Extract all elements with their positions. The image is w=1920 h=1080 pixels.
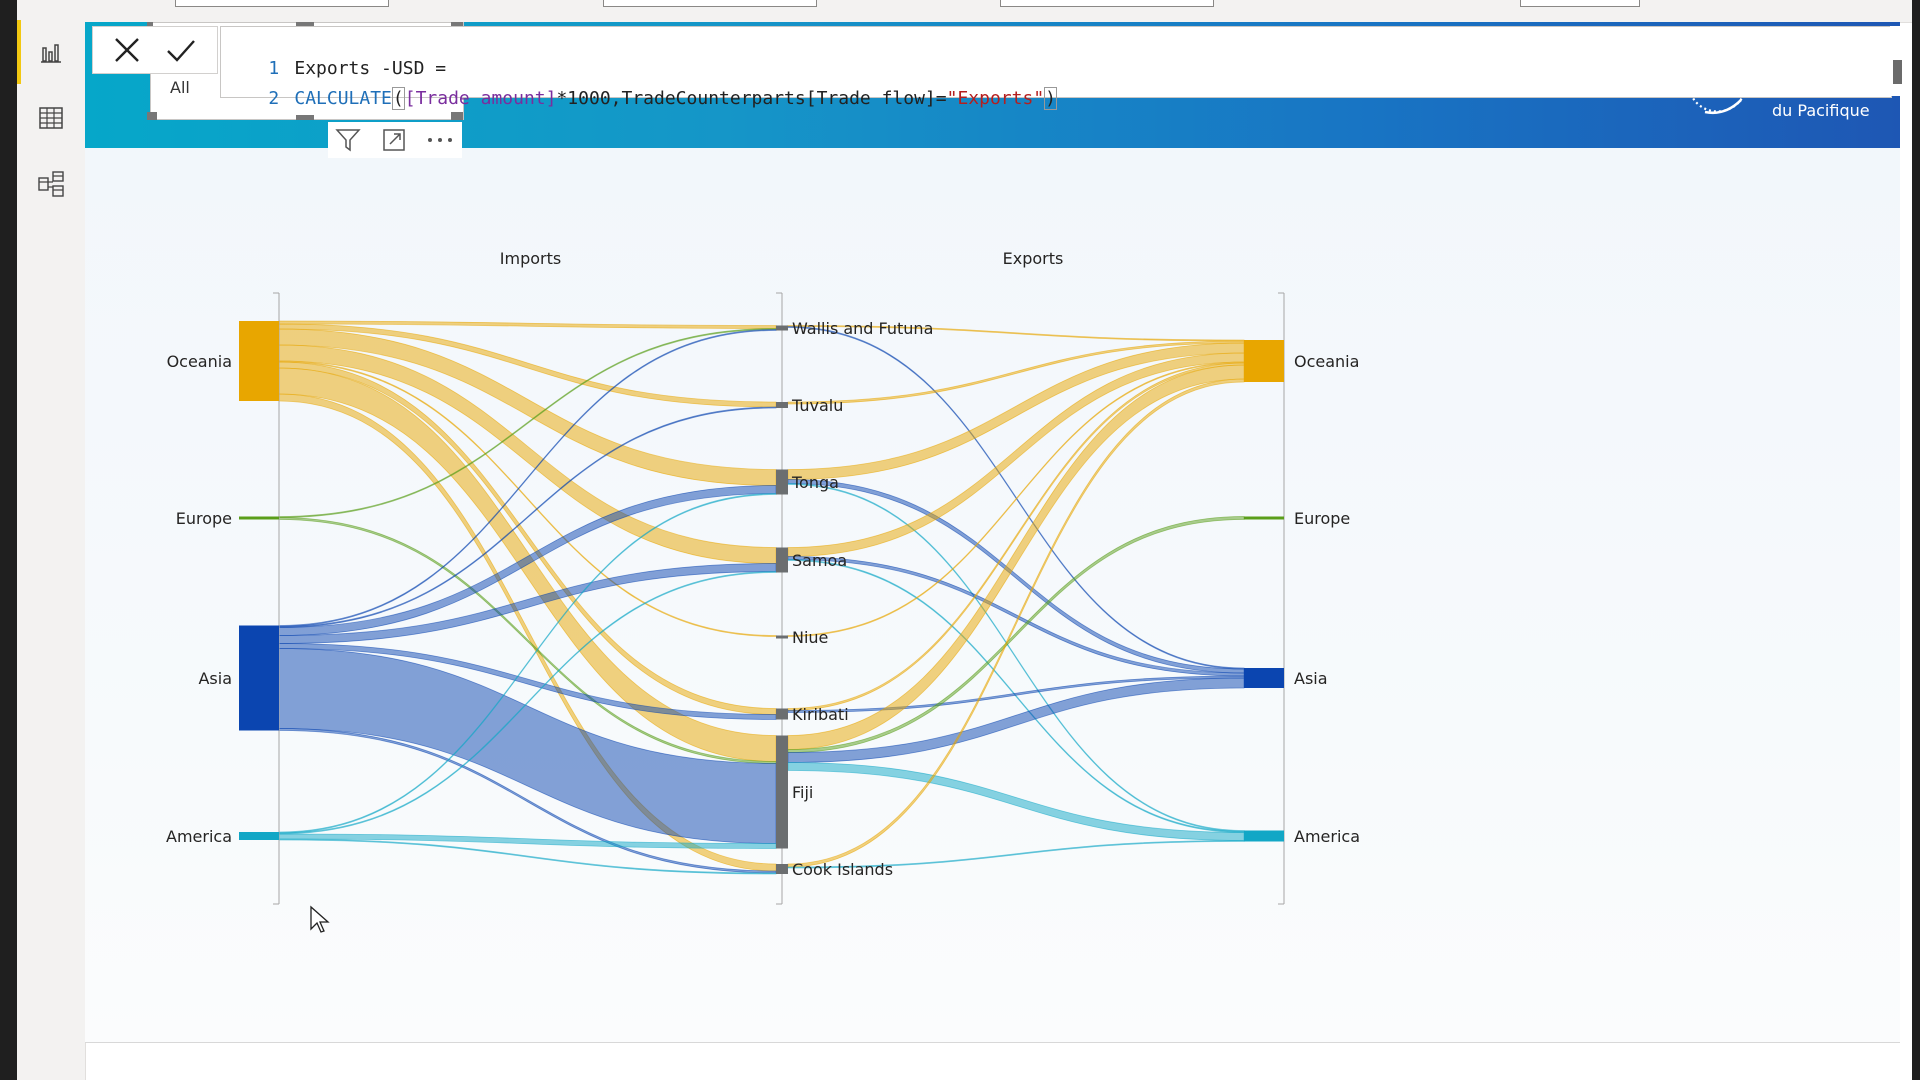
- source-node-america[interactable]: [239, 832, 279, 840]
- destination-label-asia: Asia: [1294, 669, 1328, 688]
- cancel-formula-button[interactable]: [105, 30, 149, 70]
- formula-line-2: 2 CALCULATE([Trade amount]*1000,TradeCoun…: [225, 67, 1058, 130]
- more-options-button[interactable]: [420, 124, 460, 156]
- export-flow-fiji-to-asia[interactable]: [787, 677, 1245, 763]
- line-number: 1: [268, 58, 280, 79]
- source-node-asia[interactable]: [239, 625, 279, 731]
- export-flow-niue-to-oceania[interactable]: [787, 361, 1245, 637]
- line-number: 2: [268, 88, 280, 109]
- sankey-flows: [278, 320, 1245, 875]
- active-view-indicator: [17, 20, 21, 84]
- destination-label-europe: Europe: [1294, 509, 1350, 528]
- report-canvas: [85, 22, 1900, 1042]
- column-title-exports: Exports: [1003, 249, 1064, 268]
- import-flow-asia-to-tuvalu[interactable]: [278, 406, 777, 628]
- country-node-wallis-and-futuna[interactable]: [776, 325, 788, 331]
- canvas-bottom-border: [85, 1042, 1900, 1043]
- country-node-kiribati[interactable]: [776, 708, 788, 720]
- more-options-icon: [428, 138, 452, 142]
- country-label-tuvalu: Tuvalu: [791, 396, 843, 415]
- view-switcher-rail: [17, 0, 86, 1080]
- country-label-niue: Niue: [792, 628, 828, 647]
- destination-label-oceania: Oceania: [1294, 352, 1359, 371]
- resize-handle[interactable]: [147, 112, 157, 120]
- country-node-samoa[interactable]: [776, 547, 788, 573]
- report-view-button[interactable]: [30, 32, 72, 74]
- scrollbar-thumb[interactable]: [1893, 60, 1902, 84]
- source-node-europe[interactable]: [239, 516, 279, 520]
- window-left-edge: [0, 0, 17, 1080]
- formula-scrollbar[interactable]: [1890, 26, 1902, 96]
- country-label-fiji: Fiji: [792, 783, 813, 802]
- filter-icon: [335, 129, 361, 152]
- formula-column: TradeCounterparts[Trade flow]: [621, 88, 936, 109]
- formula-string: "Exports": [946, 88, 1045, 109]
- formula-paren: (: [391, 87, 405, 110]
- destination-node-america[interactable]: [1244, 830, 1284, 842]
- destination-node-oceania[interactable]: [1244, 340, 1284, 382]
- ribbon-field[interactable]: [603, 0, 817, 7]
- data-view-button[interactable]: [30, 97, 72, 139]
- focus-mode-button[interactable]: [374, 124, 414, 156]
- destination-node-asia[interactable]: [1244, 668, 1284, 688]
- country-label-samoa: Samoa: [792, 551, 847, 570]
- formula-commit-controls: [92, 26, 218, 74]
- country-node-cook-islands[interactable]: [776, 864, 788, 874]
- source-node-oceania[interactable]: [239, 321, 279, 401]
- formula-text: Exports -USD =: [294, 58, 447, 79]
- banner-org-line2: du Pacifique: [1772, 101, 1870, 120]
- country-label-tonga: Tonga: [791, 473, 839, 492]
- resize-handle[interactable]: [451, 112, 463, 120]
- source-label-oceania: Oceania: [167, 352, 232, 371]
- destination-node-europe[interactable]: [1244, 516, 1284, 520]
- formula-measure: [Trade amount]: [404, 88, 557, 109]
- source-label-america: America: [166, 827, 232, 846]
- country-node-niue[interactable]: [776, 635, 788, 639]
- country-node-tonga[interactable]: [776, 469, 788, 495]
- formula-function: CALCULATE: [294, 88, 392, 109]
- focus-mode-icon: [383, 129, 405, 151]
- sankey-chart[interactable]: Imports Exports Oceania Europe Asia America Wa…: [85, 148, 1900, 1042]
- model-icon: [38, 171, 64, 197]
- mouse-cursor-icon: [310, 905, 330, 933]
- model-view-button[interactable]: [30, 163, 72, 205]
- ribbon-field[interactable]: [1520, 0, 1640, 7]
- ribbon-field[interactable]: [175, 0, 389, 7]
- formula-paren: ): [1044, 87, 1058, 110]
- resize-handle[interactable]: [451, 22, 463, 27]
- source-label-europe: Europe: [176, 509, 232, 528]
- slicer-selected-value[interactable]: All: [170, 78, 190, 97]
- table-icon: [39, 107, 63, 129]
- resize-handle[interactable]: [296, 22, 314, 27]
- country-label-cook-islands: Cook Islands: [792, 860, 893, 879]
- spc-logo-icon: [1689, 93, 1744, 115]
- window-right-edge: [1912, 0, 1920, 1080]
- ribbon-field[interactable]: [1000, 0, 1214, 7]
- formula-operator: =: [935, 88, 947, 109]
- export-flow-fiji-to-oceania[interactable]: [787, 364, 1245, 750]
- export-flow-fiji-to-america[interactable]: [787, 762, 1245, 841]
- export-flow-tonga-to-asia[interactable]: [787, 479, 1245, 674]
- formula-line-1: 1 Exports -USD =: [225, 37, 446, 100]
- country-label-kiribati: Kiribati: [792, 705, 849, 724]
- import-flow-asia-to-tonga[interactable]: [278, 485, 777, 636]
- visual-header-toolbar: [328, 122, 462, 158]
- source-label-asia: Asia: [198, 669, 232, 688]
- resize-handle[interactable]: [147, 22, 153, 28]
- resize-handle[interactable]: [296, 115, 314, 120]
- filter-button[interactable]: [328, 124, 368, 156]
- destination-label-america: America: [1294, 827, 1360, 846]
- bar-chart-icon: [41, 44, 61, 63]
- country-node-tuvalu[interactable]: [776, 402, 788, 408]
- country-label-wallis-and-futuna: Wallis and Futuna: [792, 319, 933, 338]
- column-title-imports: Imports: [500, 249, 561, 268]
- dax-formula-editor[interactable]: 1 Exports -USD = 2 CALCULATE([Trade amount…: [220, 26, 1892, 110]
- close-icon: [115, 38, 139, 62]
- checkmark-icon: [167, 40, 195, 62]
- sankey-labels: Imports Exports Oceania Europe Asia America Wa…: [166, 249, 1360, 879]
- formula-text: *1000,: [556, 88, 622, 109]
- commit-formula-button[interactable]: [159, 30, 203, 70]
- country-node-fiji[interactable]: [776, 735, 788, 849]
- sankey-nodes: [239, 321, 1284, 874]
